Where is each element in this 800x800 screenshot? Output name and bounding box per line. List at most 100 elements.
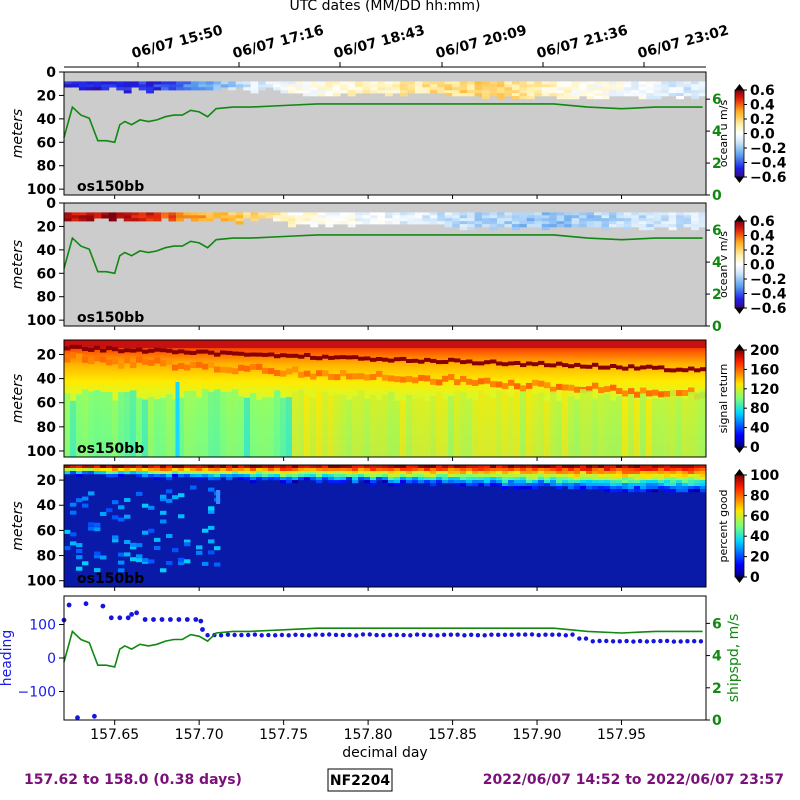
velocity-cell [437, 90, 446, 94]
percent-good-cell [466, 483, 473, 487]
velocity-cell [205, 212, 214, 216]
velocity-cell [235, 221, 244, 225]
depth-tick-label: 20 [37, 219, 57, 235]
signal-cell [472, 400, 479, 457]
velocity-cell [422, 84, 431, 88]
percent-good-cell [160, 465, 167, 469]
signal-cell [496, 390, 503, 457]
signal-cell [634, 399, 641, 457]
signal-cell [514, 391, 521, 457]
signal-cell [610, 364, 617, 368]
velocity-cell [683, 218, 692, 222]
velocity-cell [661, 90, 670, 94]
velocity-cell [519, 87, 528, 91]
velocity-cell [653, 221, 662, 225]
velocity-cell [601, 221, 610, 225]
percent-good-cell [208, 539, 215, 544]
percent-good-cell [658, 471, 665, 475]
heading-point [685, 639, 690, 644]
percent-good-cell [622, 474, 629, 478]
percent-good-cell [70, 471, 77, 475]
velocity-cell [526, 212, 535, 216]
percent-good-cell [214, 468, 221, 472]
signal-cell [640, 365, 647, 370]
heading-point [428, 633, 433, 638]
velocity-cell [399, 218, 408, 222]
heading-point [198, 618, 204, 624]
velocity-cell [631, 221, 640, 225]
depth-tick-label: 100 [27, 313, 56, 329]
velocity-cell [190, 215, 199, 219]
percent-good-cell [550, 465, 557, 469]
percent-good-cell [520, 486, 527, 490]
signal-cell [298, 354, 305, 359]
velocity-cell [362, 81, 371, 85]
velocity-cell [638, 218, 647, 222]
percent-good-cell [664, 477, 671, 481]
velocity-cell [93, 81, 102, 85]
velocity-cell [571, 215, 580, 219]
velocity-cell [482, 90, 490, 94]
utc-tick-labels: 06/07 15:50 06/07 17:16 06/07 18:43 06/07 2… [130, 22, 731, 67]
signal-cell [550, 391, 557, 457]
signal-cell [178, 397, 185, 457]
velocity-cell [332, 93, 341, 97]
percent-good-cell [304, 474, 311, 478]
percent-good-cell [478, 483, 485, 487]
percent-good-cell [604, 477, 611, 481]
velocity-cell [288, 221, 296, 225]
velocity-cell [407, 87, 416, 91]
percent-good-cell [226, 465, 233, 469]
percent-good-cell [172, 548, 179, 553]
percent-good-cell [472, 477, 479, 481]
percent-good-cell [544, 471, 551, 475]
percent-good-cell [616, 474, 623, 478]
percent-good-cell [508, 474, 515, 478]
percent-good-cell [382, 465, 389, 469]
velocity-cell [609, 90, 617, 94]
percent-good-cell [568, 486, 575, 490]
percent-good-cell [520, 483, 527, 487]
signal-cell [292, 353, 299, 358]
percent-good-cell [118, 465, 125, 469]
velocity-cell [385, 215, 393, 219]
velocity-cell [123, 218, 132, 222]
velocity-cell [101, 81, 110, 85]
velocity-cell [482, 218, 490, 222]
signal-cell [172, 399, 179, 457]
percent-good-cell [292, 477, 299, 481]
percent-good-cell [220, 468, 227, 472]
velocity-cell [564, 96, 573, 100]
percent-good-cell [478, 465, 485, 469]
velocity-cell [489, 84, 498, 88]
signal-cell [514, 340, 521, 348]
percent-good-cell [118, 568, 125, 573]
velocity-cell [609, 212, 617, 216]
signal-cell [664, 396, 671, 457]
velocity-cell [370, 81, 378, 85]
velocity-cell [571, 221, 580, 225]
colorbar-tick-label: 0 [750, 440, 760, 456]
percent-good-cell [616, 480, 623, 484]
velocity-cell [146, 218, 154, 222]
percent-good-cell [106, 508, 113, 513]
colorbar-tick-label: 0.0 [750, 258, 775, 274]
percent-good-cell [376, 471, 383, 475]
percent-good-cell [70, 541, 77, 546]
percent-good-cell [382, 471, 389, 475]
signal-cell [70, 400, 77, 457]
signal-cell [184, 364, 191, 371]
percent-good-cell [148, 474, 155, 478]
velocity-cell [213, 212, 222, 216]
percent-good-cell [646, 483, 653, 487]
percent-good-cell [202, 471, 209, 475]
percent-good-cell [382, 477, 389, 481]
percent-good-cell [682, 471, 689, 475]
x-tick-label: 157.90 [513, 727, 562, 743]
percent-good-cell [76, 465, 83, 469]
percent-good-cell [196, 465, 203, 469]
signal-cell [562, 391, 569, 457]
signal-cell [418, 340, 425, 348]
velocity-cell [422, 221, 431, 225]
percent-good-cell [580, 477, 587, 481]
